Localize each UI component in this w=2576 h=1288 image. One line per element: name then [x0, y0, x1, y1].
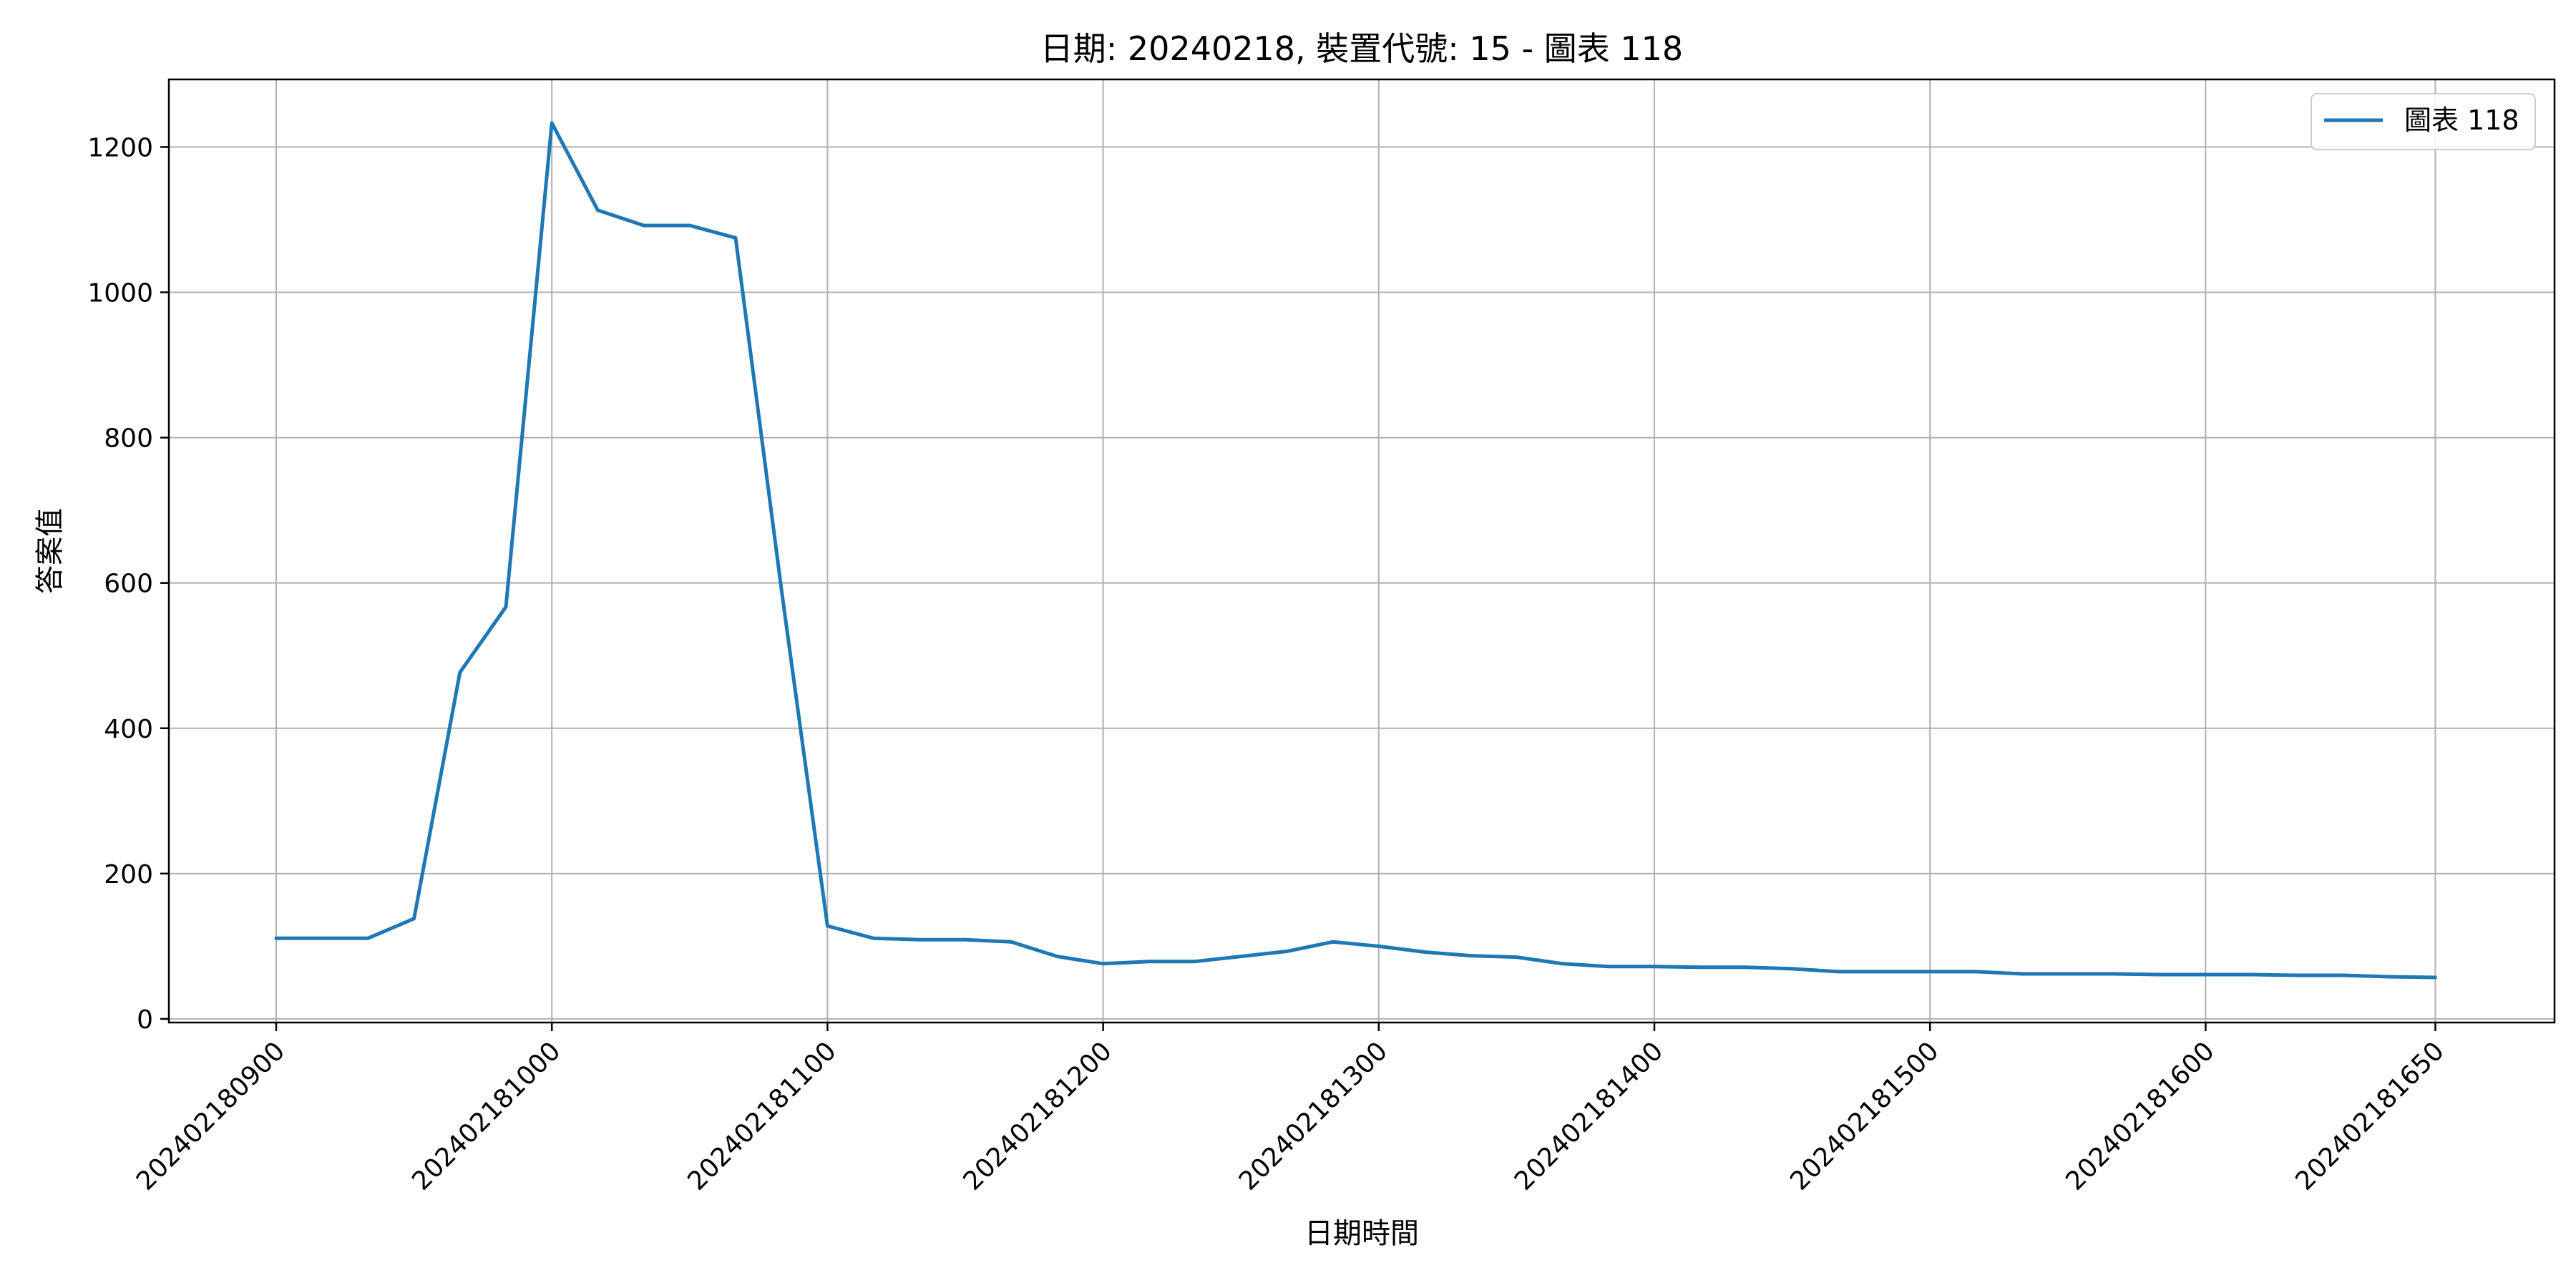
data-point: [1790, 967, 1795, 971]
data-point: [2112, 972, 2116, 976]
y-tick-label: 1000: [87, 279, 153, 308]
data-point: [1101, 962, 1106, 966]
data-point: [1284, 949, 1289, 953]
data-point: [1147, 960, 1151, 964]
data-point: [1239, 955, 1243, 959]
data-point: [1974, 970, 1978, 974]
data-point: [825, 924, 829, 928]
y-tick-label: 800: [104, 424, 153, 454]
data-point: [2387, 975, 2391, 979]
data-point: [1606, 965, 1611, 969]
data-point: [1561, 962, 1565, 966]
data-point: [274, 936, 278, 940]
data-point: [872, 936, 876, 940]
y-tick-label: 200: [104, 860, 153, 889]
data-point: [595, 208, 600, 213]
legend-box: [2311, 93, 2536, 150]
x-axis-title: 日期時間: [1304, 1217, 1419, 1250]
data-point: [1882, 970, 1886, 974]
data-point: [1331, 940, 1335, 944]
data-point: [2066, 972, 2070, 976]
y-axis-title: 答案值: [34, 508, 67, 594]
series-layer: [274, 121, 2437, 980]
plot-frame: [167, 78, 2556, 1024]
data-point: [1377, 944, 1381, 948]
data-point: [2433, 975, 2437, 980]
grid-lines: [169, 79, 2555, 1023]
y-tick-label: 0: [137, 1005, 153, 1035]
series-line: [274, 121, 2437, 980]
data-point: [963, 937, 967, 942]
data-point: [320, 936, 324, 940]
data-point: [550, 121, 554, 125]
data-point: [688, 223, 692, 228]
data-point: [458, 670, 462, 675]
data-point: [2020, 972, 2024, 976]
data-point: [1423, 950, 1427, 955]
data-point: [1836, 970, 1840, 974]
data-point: [2203, 972, 2207, 977]
data-point: [779, 588, 784, 592]
data-point: [412, 917, 416, 921]
data-point: [917, 937, 922, 942]
data-point: [1652, 965, 1657, 969]
legend-label: 圖表 118: [2404, 104, 2519, 136]
data-point: [2250, 972, 2254, 977]
data-point: [1928, 970, 1932, 974]
data-point: [1744, 965, 1748, 970]
data-point: [1468, 954, 1473, 958]
data-point: [1514, 955, 1518, 960]
data-point: [1009, 940, 1013, 944]
data-point: [504, 605, 508, 609]
data-point: [642, 223, 646, 228]
y-tick-label: 600: [104, 570, 153, 599]
data-point: [1055, 955, 1059, 959]
data-point: [2157, 972, 2162, 977]
data-point: [733, 235, 738, 240]
data-point: [366, 936, 370, 940]
data-point: [1698, 965, 1702, 970]
chart-title: 日期: 20240218, 裝置代號: 15 - 圖表 118: [1040, 29, 1683, 68]
y-tick-label: 400: [104, 715, 153, 744]
data-point: [2341, 973, 2346, 977]
data-point: [1193, 960, 1197, 964]
legend: 圖表 118: [2311, 93, 2536, 150]
y-tick-label: 1200: [87, 133, 153, 162]
data-point: [2296, 973, 2300, 977]
